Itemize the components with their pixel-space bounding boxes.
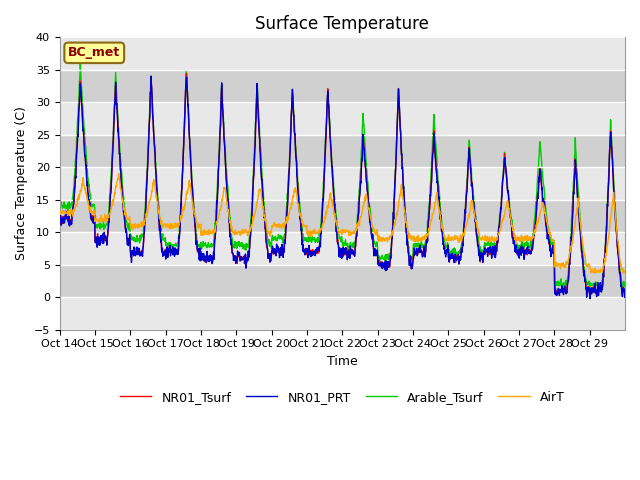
NR01_Tsurf	[476, 251, 484, 257]
AirT	[56, 211, 63, 216]
NR01_PRT	[328, 164, 335, 169]
AirT	[328, 197, 335, 203]
Bar	[60, 102, 625, 135]
AirT	[621, 268, 629, 274]
Arable_Tsurf	[76, 61, 84, 67]
AirT	[592, 270, 600, 276]
X-axis label: Time: Time	[327, 355, 358, 368]
NR01_Tsurf	[328, 163, 335, 168]
Arable_Tsurf	[614, 240, 622, 246]
AirT	[317, 226, 325, 232]
NR01_Tsurf	[56, 218, 63, 224]
Arable_Tsurf	[145, 141, 152, 146]
Arable_Tsurf	[619, 287, 627, 292]
NR01_PRT	[586, 296, 594, 301]
Arable_Tsurf	[621, 279, 629, 285]
Bar	[60, 232, 625, 265]
NR01_PRT	[147, 73, 155, 79]
Bar	[60, 168, 625, 200]
Arable_Tsurf	[476, 243, 484, 249]
Bar	[60, 70, 625, 102]
Line: Arable_Tsurf: Arable_Tsurf	[60, 64, 625, 289]
AirT	[559, 263, 566, 269]
Bar	[60, 135, 625, 168]
AirT	[476, 236, 484, 242]
AirT	[115, 170, 122, 176]
NR01_Tsurf	[614, 254, 622, 260]
NR01_Tsurf	[317, 231, 325, 237]
Bar	[60, 297, 625, 330]
Arable_Tsurf	[328, 157, 335, 163]
NR01_PRT	[559, 286, 566, 292]
Arable_Tsurf	[56, 205, 63, 211]
Arable_Tsurf	[317, 218, 325, 224]
Line: NR01_PRT: NR01_PRT	[60, 76, 625, 299]
Bar	[60, 265, 625, 297]
Title: Surface Temperature: Surface Temperature	[255, 15, 429, 33]
NR01_Tsurf	[182, 71, 190, 76]
Arable_Tsurf	[559, 285, 566, 290]
Line: AirT: AirT	[60, 173, 625, 273]
NR01_PRT	[614, 248, 622, 253]
NR01_Tsurf	[621, 287, 629, 292]
NR01_PRT	[56, 221, 63, 227]
NR01_PRT	[476, 258, 484, 264]
NR01_Tsurf	[559, 288, 566, 293]
Legend: NR01_Tsurf, NR01_PRT, Arable_Tsurf, AirT: NR01_Tsurf, NR01_PRT, Arable_Tsurf, AirT	[115, 385, 570, 408]
NR01_PRT	[317, 227, 325, 233]
NR01_Tsurf	[144, 153, 152, 158]
AirT	[145, 204, 152, 209]
Bar	[60, 37, 625, 70]
Bar	[60, 200, 625, 232]
NR01_Tsurf	[593, 291, 600, 297]
Line: NR01_Tsurf: NR01_Tsurf	[60, 73, 625, 294]
Y-axis label: Surface Temperature (C): Surface Temperature (C)	[15, 107, 28, 261]
Text: BC_met: BC_met	[68, 47, 120, 60]
NR01_PRT	[144, 152, 152, 158]
NR01_PRT	[621, 287, 629, 293]
AirT	[614, 243, 622, 249]
